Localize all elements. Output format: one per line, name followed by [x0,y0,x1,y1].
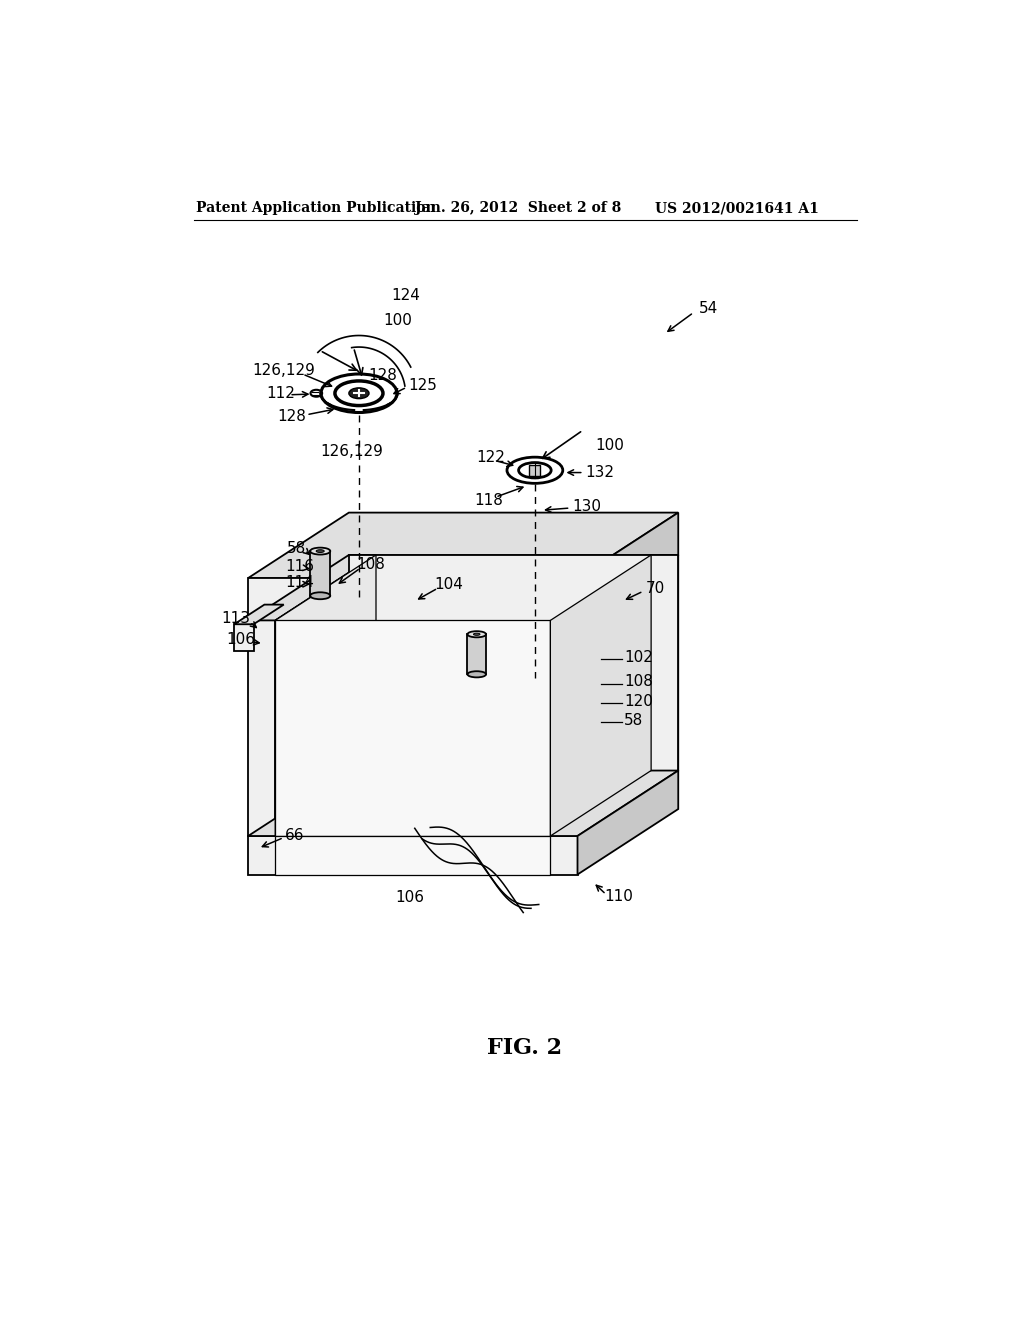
Text: US 2012/0021641 A1: US 2012/0021641 A1 [655,202,819,215]
Polygon shape [578,771,678,875]
Text: 128: 128 [278,409,306,424]
Polygon shape [248,578,578,620]
Text: 58: 58 [287,540,306,556]
Ellipse shape [467,671,486,677]
Text: 66: 66 [286,829,305,843]
Text: 100: 100 [384,313,413,327]
Polygon shape [248,512,678,578]
Ellipse shape [321,374,397,412]
Text: 128: 128 [369,368,397,383]
Polygon shape [550,554,678,620]
Polygon shape [248,836,578,875]
Polygon shape [248,554,376,620]
Text: 108: 108 [624,675,653,689]
Polygon shape [310,552,331,595]
Polygon shape [234,605,284,624]
Text: 118: 118 [474,492,504,508]
Text: 114: 114 [286,576,314,590]
Polygon shape [550,620,578,836]
Polygon shape [248,620,275,836]
Text: 130: 130 [572,499,601,513]
Text: 125: 125 [409,378,437,393]
Text: FIG. 2: FIG. 2 [487,1036,562,1059]
Text: 54: 54 [698,301,718,315]
Text: 132: 132 [586,465,614,480]
Text: 124: 124 [391,288,421,304]
Ellipse shape [310,593,331,599]
Text: 70: 70 [646,581,665,595]
Ellipse shape [316,549,325,553]
Text: Patent Application Publication: Patent Application Publication [197,202,436,215]
Text: 126,129: 126,129 [321,444,383,458]
Ellipse shape [518,462,551,478]
Text: 126,129: 126,129 [252,363,314,378]
Text: Jan. 26, 2012  Sheet 2 of 8: Jan. 26, 2012 Sheet 2 of 8 [415,202,621,215]
Bar [529,465,541,475]
Polygon shape [467,635,486,675]
Ellipse shape [507,457,563,483]
Text: 112: 112 [266,385,295,401]
Text: 116: 116 [286,558,314,574]
Ellipse shape [473,634,480,635]
Text: 106: 106 [226,632,255,647]
Ellipse shape [310,548,331,554]
Polygon shape [248,771,678,836]
Polygon shape [578,554,678,836]
Text: 108: 108 [356,557,385,573]
Text: 100: 100 [595,438,625,453]
Polygon shape [349,554,678,771]
Ellipse shape [310,389,323,397]
Ellipse shape [467,631,486,638]
Polygon shape [275,554,651,620]
Ellipse shape [349,388,369,399]
Polygon shape [550,554,651,836]
Text: 110: 110 [604,888,634,904]
Text: 106: 106 [395,890,424,906]
Polygon shape [234,624,254,651]
Polygon shape [275,620,550,836]
Text: 120: 120 [624,694,653,709]
Text: 113: 113 [221,611,250,627]
Polygon shape [578,512,678,620]
Polygon shape [275,554,376,836]
Text: 104: 104 [434,577,463,593]
Text: 122: 122 [476,450,505,465]
Ellipse shape [335,381,383,405]
Text: 58: 58 [624,713,643,729]
Polygon shape [275,836,550,875]
Text: 102: 102 [624,649,653,665]
